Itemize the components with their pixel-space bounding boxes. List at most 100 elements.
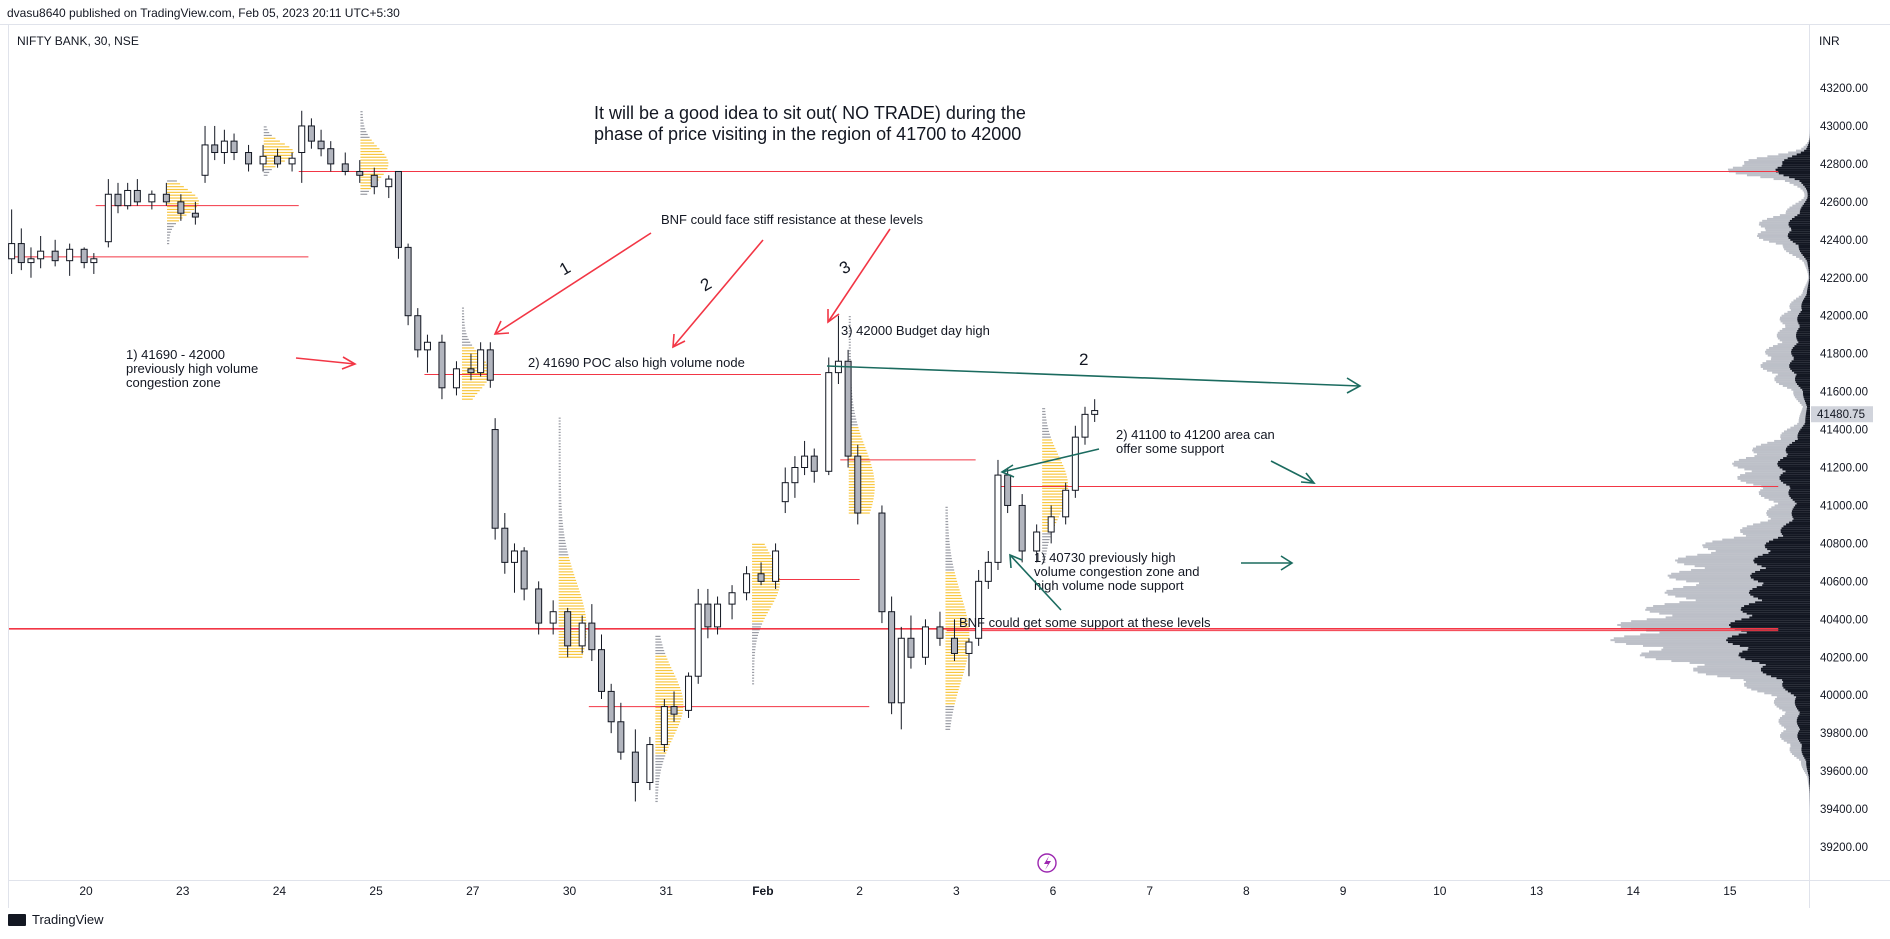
session-profile-bar: [1042, 442, 1053, 444]
profile-bar-total: [1783, 739, 1810, 742]
profile-bar-total: [1805, 771, 1810, 774]
profile-bar-core: [1798, 715, 1810, 718]
session-profile-bar: [655, 667, 672, 669]
profile-bar-core: [1795, 377, 1810, 380]
candle-body: [133, 189, 141, 203]
session-profile-bar: [945, 668, 965, 671]
profile-bar-core: [1793, 358, 1810, 361]
profile-bar-core: [1781, 164, 1810, 167]
session-profile-bar: [848, 341, 851, 343]
session-profile-bar: [558, 622, 587, 624]
session-profile-bar: [945, 515, 948, 517]
session-profile-bar: [360, 165, 389, 167]
candle-body: [670, 706, 678, 715]
session-profile-bar: [558, 420, 561, 422]
profile-bar-total: [1809, 138, 1810, 141]
profile-bar-core: [1801, 749, 1810, 752]
profile-bar-total: [1722, 538, 1810, 541]
session-volume-profiles: [167, 111, 1069, 803]
candle-body: [191, 212, 199, 218]
session-profile-bar: [752, 649, 756, 651]
session-profile-bar: [655, 701, 684, 703]
candle: [90, 253, 98, 274]
session-profile-bar: [360, 187, 371, 190]
profile-bar-total: [1802, 291, 1810, 294]
candle: [825, 357, 833, 476]
profile-bar-total: [1753, 451, 1810, 454]
profile-bar-total: [1806, 773, 1810, 776]
profile-bar-total: [1782, 244, 1810, 247]
profile-bar-total: [1799, 257, 1810, 260]
profile-bar-core: [1808, 777, 1810, 780]
profile-bar-core: [1781, 532, 1810, 535]
session-profile-bar: [848, 495, 875, 497]
footer-brand[interactable]: TradingView: [8, 912, 104, 927]
profile-bar-core: [1809, 278, 1810, 281]
price-tick-label: 39400.00: [1820, 804, 1868, 816]
green-arrow-40730-support: [1009, 553, 1062, 611]
profile-bar-total: [1802, 407, 1810, 410]
candle: [438, 334, 446, 400]
session-profile-bar: [945, 720, 952, 722]
candle: [685, 672, 693, 718]
profile-bar-core: [1796, 383, 1810, 386]
session-profile-bar: [655, 786, 659, 788]
profile-bar-core: [1804, 185, 1810, 188]
session-profile-bar: [1042, 408, 1046, 410]
session-profile-bar: [263, 174, 268, 176]
session-profile-bar: [558, 428, 561, 431]
session-profile-bar: [752, 660, 755, 662]
session-profile-bar: [945, 520, 949, 523]
profile-bar-total: [1798, 419, 1810, 422]
session-profile-bar: [558, 562, 571, 564]
session-profile-bar: [167, 186, 184, 188]
session-profile-bar: [167, 197, 198, 199]
candle-body: [1062, 489, 1070, 518]
profile-bar-total: [1789, 747, 1810, 750]
profile-bar-core: [1796, 718, 1810, 721]
profile-bar-core: [1741, 618, 1810, 621]
profile-bar-core: [1765, 567, 1810, 570]
profile-bar-core: [1782, 162, 1810, 165]
profile-bar-total: [1795, 202, 1810, 205]
session-profile-bar: [167, 240, 170, 242]
candle-body: [844, 360, 852, 457]
profile-bar-total: [1746, 174, 1810, 177]
profile-bar-total: [1738, 458, 1810, 461]
profile-bar-total: [1697, 553, 1810, 556]
profile-bar-total: [1789, 749, 1810, 752]
profile-bar-core: [1799, 711, 1810, 714]
profile-bar-total: [1675, 578, 1810, 581]
profile-bar-core: [1799, 248, 1810, 251]
profile-bar-total: [1807, 272, 1810, 275]
profile-bar-core: [1791, 227, 1810, 230]
symbol-label[interactable]: NIFTY BANK, 30, NSE: [17, 34, 139, 48]
session-profile-bar: [558, 579, 577, 582]
candle-body: [921, 626, 929, 658]
profile-bar-total: [1808, 140, 1810, 143]
profile-bar-core: [1809, 781, 1810, 784]
session-profile-bar: [752, 674, 755, 676]
profile-bar-total: [1778, 153, 1810, 156]
session-profile-bar: [752, 594, 777, 597]
profile-bar-core: [1775, 170, 1810, 173]
session-profile-bar: [558, 440, 561, 442]
profile-bar-core: [1792, 519, 1810, 522]
candles-layer: [8, 110, 1099, 802]
session-profile-bar: [752, 589, 779, 591]
profile-bar-core: [1778, 172, 1810, 175]
profile-bar-total: [1758, 223, 1810, 226]
profile-bar-core: [1755, 601, 1810, 604]
profile-bar-core: [1799, 326, 1810, 329]
profile-bar-core: [1789, 489, 1810, 492]
session-profile-bar: [752, 569, 778, 571]
session-profile-bar: [360, 119, 364, 121]
event-icon[interactable]: [1037, 853, 1057, 873]
candle-body: [810, 455, 818, 472]
profile-bar-total: [1760, 521, 1810, 524]
profile-bar-total: [1677, 561, 1810, 564]
profile-bar-total: [1779, 707, 1810, 710]
profile-bar-core: [1796, 720, 1810, 723]
profile-bar-core: [1801, 305, 1810, 308]
